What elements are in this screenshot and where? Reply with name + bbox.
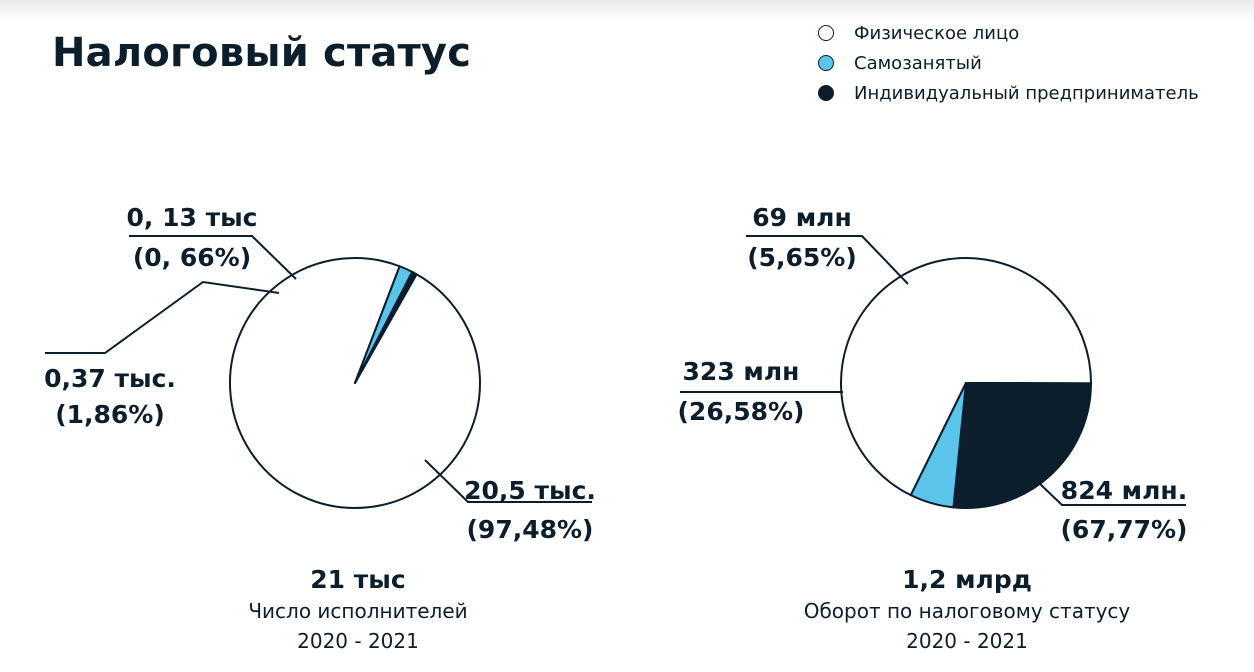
top-shade — [0, 0, 1254, 22]
chart-total: 21 тыс — [310, 565, 406, 594]
leader-line-entrepreneur — [129, 235, 297, 280]
pie-chart-turnover — [840, 257, 1093, 509]
legend-label: Самозанятый — [854, 52, 982, 74]
leader-line-self-employed — [746, 235, 909, 285]
slice-label-value: 0,37 тыс. — [44, 364, 176, 393]
slice-label-percent: (1,86%) — [55, 400, 165, 429]
pie-chart-turnover-labels: 824 млн. (67,77%) 69 млн (5,65%) 323 млн… — [678, 203, 1188, 544]
leader-line-individual — [424, 459, 592, 503]
leader-line-self-employed — [45, 280, 280, 354]
pie-chart-performers — [228, 256, 481, 509]
slice-label-value: 20,5 тыс. — [464, 476, 596, 505]
slice-label-percent: (97,48%) — [467, 515, 594, 544]
legend-item-self-employed: Самозанятый — [818, 48, 1199, 78]
legend-item-individual: Физическое лицо — [818, 18, 1199, 48]
chart-period: 2020 - 2021 — [297, 629, 419, 653]
pie-slice-entrepreneur — [952, 382, 1092, 509]
slice-label-percent: (26,58%) — [678, 397, 805, 426]
slice-label-percent: (0, 66%) — [133, 243, 251, 272]
chart-caption-turnover: 1,2 млрд Оборот по налоговому статусу 20… — [767, 564, 1167, 656]
legend-label: Физическое лицо — [854, 22, 1020, 44]
legend-item-entrepreneur: Индивидуальный предприниматель — [818, 78, 1199, 108]
slice-label-value: 323 млн — [683, 357, 800, 386]
slice-label-percent: (5,65%) — [747, 243, 857, 272]
page-title: Налоговый статус — [52, 30, 472, 76]
pie-chart-performers-labels: 20,5 тыс. (97,48%) 0,37 тыс. (1,86%) 0, … — [44, 203, 596, 544]
legend-swatch-white — [818, 25, 834, 41]
legend: Физическое лицо Самозанятый Индивидуальн… — [818, 18, 1199, 108]
pie-slice-self-employed — [909, 382, 967, 509]
legend-swatch-lightblue — [818, 55, 834, 71]
chart-subtitle: Оборот по налоговому статусу — [803, 599, 1131, 623]
chart-caption-performers: 21 тыс Число исполнителей 2020 - 2021 — [208, 564, 508, 656]
leader-line-individual — [1014, 459, 1186, 506]
slice-label-value: 824 млн. — [1061, 476, 1187, 505]
legend-swatch-dark — [818, 85, 834, 101]
slice-label-percent: (67,77%) — [1061, 515, 1188, 544]
pie-slice-entrepreneur — [354, 270, 418, 384]
slice-label-value: 0, 13 тыс — [126, 203, 257, 232]
legend-label: Индивидуальный предприниматель — [854, 82, 1199, 104]
chart-subtitle: Число исполнителей — [248, 599, 468, 623]
chart-period: 2020 - 2021 — [906, 629, 1028, 653]
slice-label-value: 69 млн — [752, 203, 852, 232]
chart-total: 1,2 млрд — [902, 565, 1032, 594]
